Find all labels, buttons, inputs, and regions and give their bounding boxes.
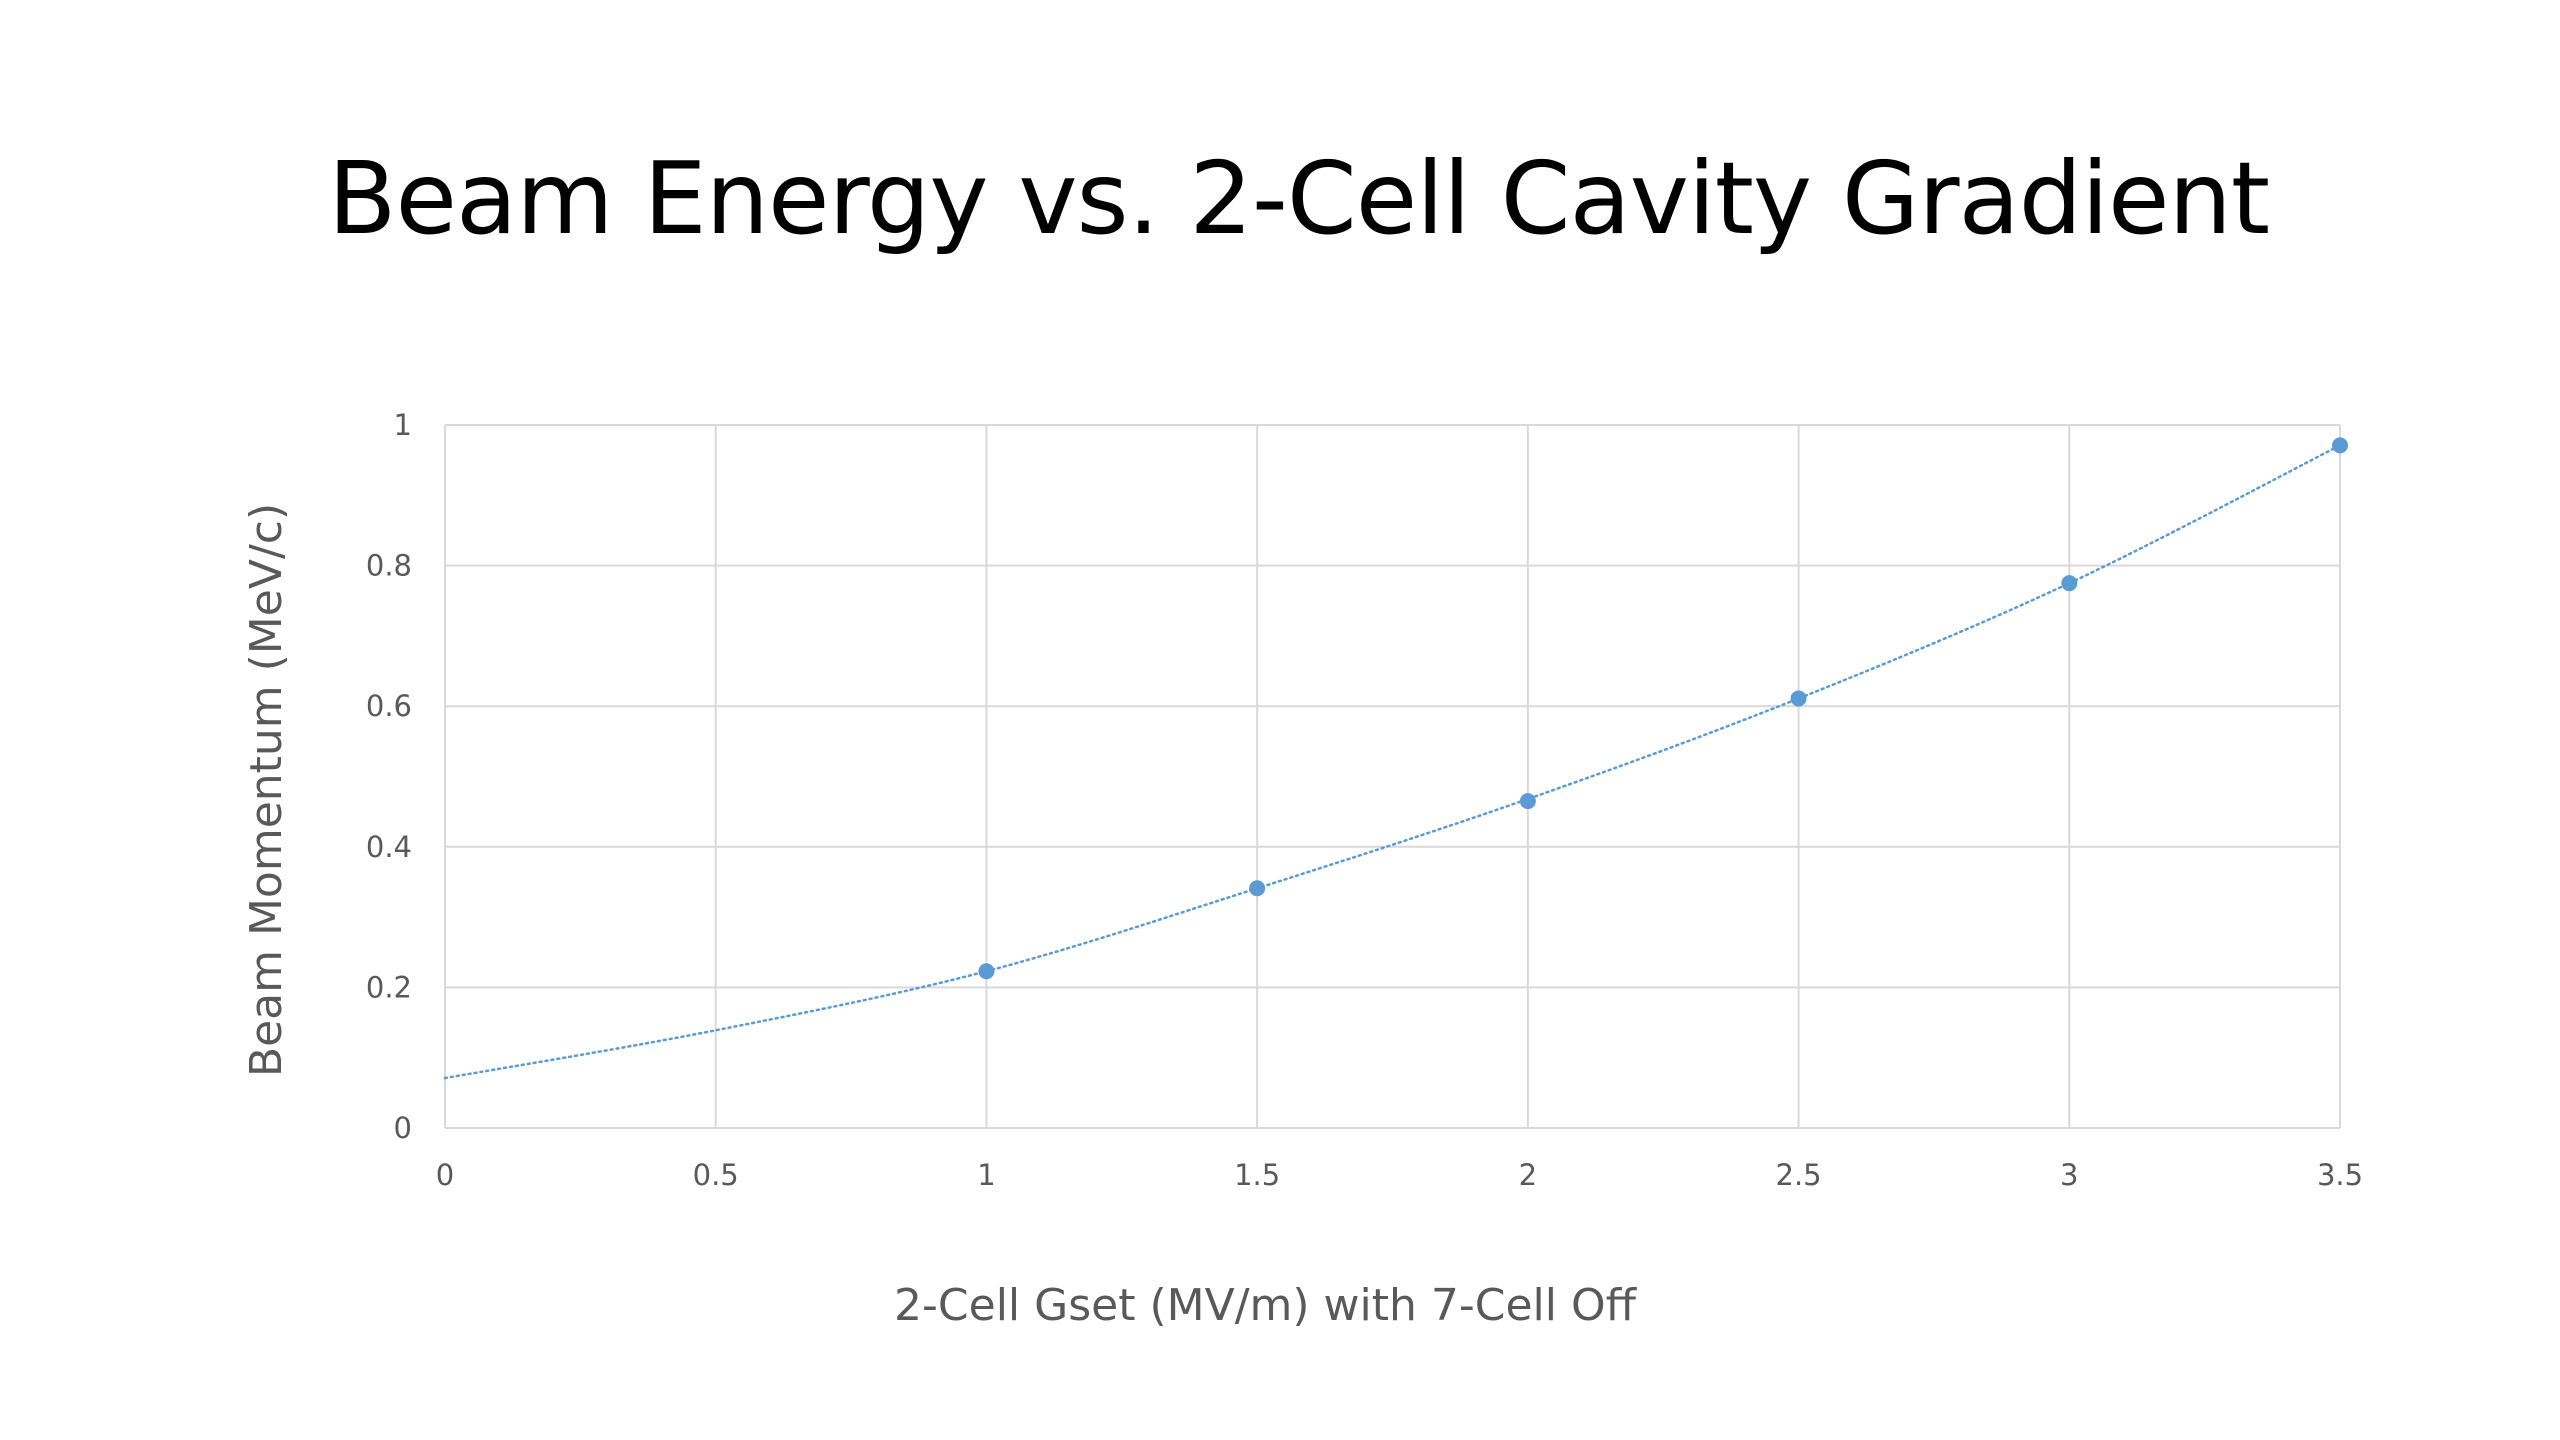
trendline-layer [443,444,2342,1080]
y-tick-label: 0.8 [366,549,412,583]
trendline [443,444,2342,1080]
data-point [2061,575,2078,592]
x-tick-label: 1.5 [1234,1158,1280,1192]
chart-title: Beam Energy vs. 2-Cell Cavity Gradient [327,140,2270,257]
data-points [978,437,2348,980]
x-tick-label: 3.5 [2317,1158,2363,1192]
y-tick-label: 0.4 [366,830,412,864]
data-point [1519,793,1536,810]
data-point [2332,437,2348,454]
x-tick-label: 2.5 [1776,1158,1822,1192]
y-axis-ticks: 0 0.2 0.4 0.6 0.8 1 [366,408,412,1145]
grid [444,424,2341,1129]
x-tick-label: 0 [436,1158,454,1192]
y-axis-title: Beam Momentum (MeV/c) [241,503,292,1077]
x-tick-label: 0.5 [693,1158,739,1192]
x-tick-label: 2 [1519,1158,1537,1192]
x-axis-title: 2-Cell Gset (MV/m) with 7-Cell Off [894,1280,1638,1331]
y-tick-label: 0 [394,1111,412,1145]
y-tick-label: 0.2 [366,970,412,1004]
x-tick-label: 3 [2060,1158,2078,1192]
y-tick-label: 0.6 [366,689,412,723]
data-point [978,963,995,980]
data-point [1790,690,1807,707]
y-tick-label: 1 [394,408,412,442]
data-point [1249,880,1266,897]
x-tick-label: 1 [977,1158,995,1192]
x-axis-ticks: 0 0.5 1 1.5 2 2.5 3 3.5 [436,1158,2363,1192]
